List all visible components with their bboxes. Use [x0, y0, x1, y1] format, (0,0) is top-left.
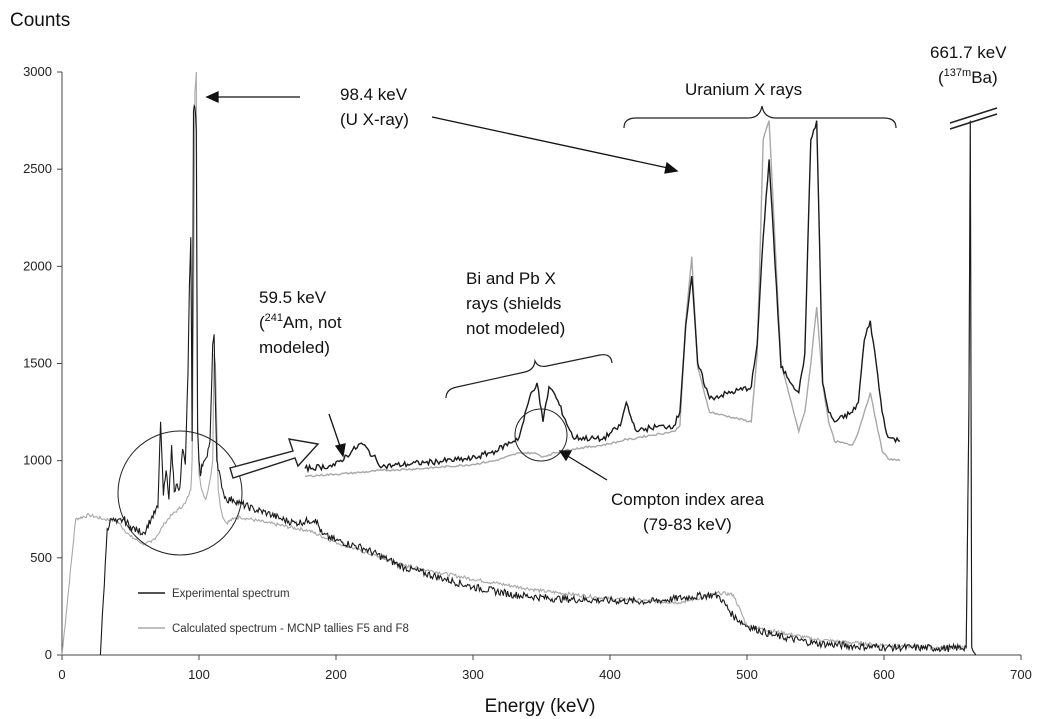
ba-isotope-label: (137mBa): [938, 67, 998, 87]
y-tick-label: 3000: [23, 64, 52, 79]
inset-experimental-line: [304, 120, 901, 474]
y-tick-label: 0: [45, 647, 52, 662]
uranium-xrays-label: Uranium X rays: [685, 80, 802, 99]
bipb-label-line3: not modeled): [466, 319, 565, 338]
y-tick-label: 1000: [23, 453, 52, 468]
zoom-arrow: [229, 438, 320, 479]
x-ticks: 0 100 200 300 400 500 600 700: [58, 655, 1032, 682]
y-ticks: 0 500 1000 1500 2000 2500 3000: [23, 64, 62, 662]
am-label-line3: modeled): [259, 338, 330, 357]
y-tick-label: 1500: [23, 356, 52, 371]
y-tick-label: 500: [30, 550, 52, 565]
u-xray-label-line1: 98.4 keV: [340, 85, 408, 104]
legend: Experimental spectrum Calculated spectru…: [138, 588, 409, 635]
axes: [61, 72, 1021, 656]
zoom-region-circle: [117, 430, 243, 556]
inset-spectrum: [304, 120, 901, 478]
am-label-line1: 59.5 keV: [259, 288, 327, 307]
bipb-xrays-brace: [445, 354, 613, 399]
x-axis-title: Energy (keV): [485, 696, 596, 717]
arrow-am: [328, 413, 342, 450]
u-xray-label-line2: (U X-ray): [340, 110, 409, 129]
x-tick-label: 300: [462, 667, 484, 682]
series-group: [61, 71, 977, 656]
x-tick-label: 100: [188, 667, 210, 682]
arrow-compton: [565, 454, 608, 481]
axis-break-mark: [949, 107, 998, 130]
x-tick-label: 400: [599, 667, 621, 682]
x-tick-label: 500: [736, 667, 758, 682]
x-tick-label: 600: [873, 667, 895, 682]
am-label-line2: (241Am, not: [259, 312, 342, 332]
uranium-xrays-brace: [623, 105, 897, 129]
legend-label-experimental: Experimental spectrum: [172, 588, 290, 600]
x-tick-label: 200: [325, 667, 347, 682]
legend-label-calculated: Calculated spectrum - MCNP tallies F5 an…: [172, 623, 409, 635]
arrow-u-xray: [431, 116, 669, 169]
annotation-arrows: [205, 90, 679, 481]
compton-label-line2: (79-83 keV): [643, 515, 732, 534]
y-tick-label: 2500: [23, 161, 52, 176]
bipb-label-line2: rays (shields: [466, 294, 561, 313]
arrow-u-xray-head: [664, 161, 679, 174]
y-axis-title: Counts: [10, 10, 70, 31]
arrow-compton-head: [558, 450, 573, 462]
experimental-spectrum-line: [99, 104, 977, 656]
bipb-label-line1: Bi and Pb X: [466, 269, 556, 288]
ba-energy-label: 661.7 keV: [930, 43, 1007, 62]
y-tick-label: 2000: [23, 258, 52, 273]
arrow-98keV-head: [205, 90, 219, 104]
arrow-am-head: [334, 443, 346, 458]
inset-calculated-line: [304, 120, 901, 478]
x-tick-label: 0: [58, 667, 65, 682]
calculated-spectrum-line: [61, 71, 977, 656]
x-tick-label: 700: [1010, 667, 1032, 682]
compton-region-circle: [514, 408, 568, 462]
compton-label-line1: Compton index area: [611, 490, 765, 509]
